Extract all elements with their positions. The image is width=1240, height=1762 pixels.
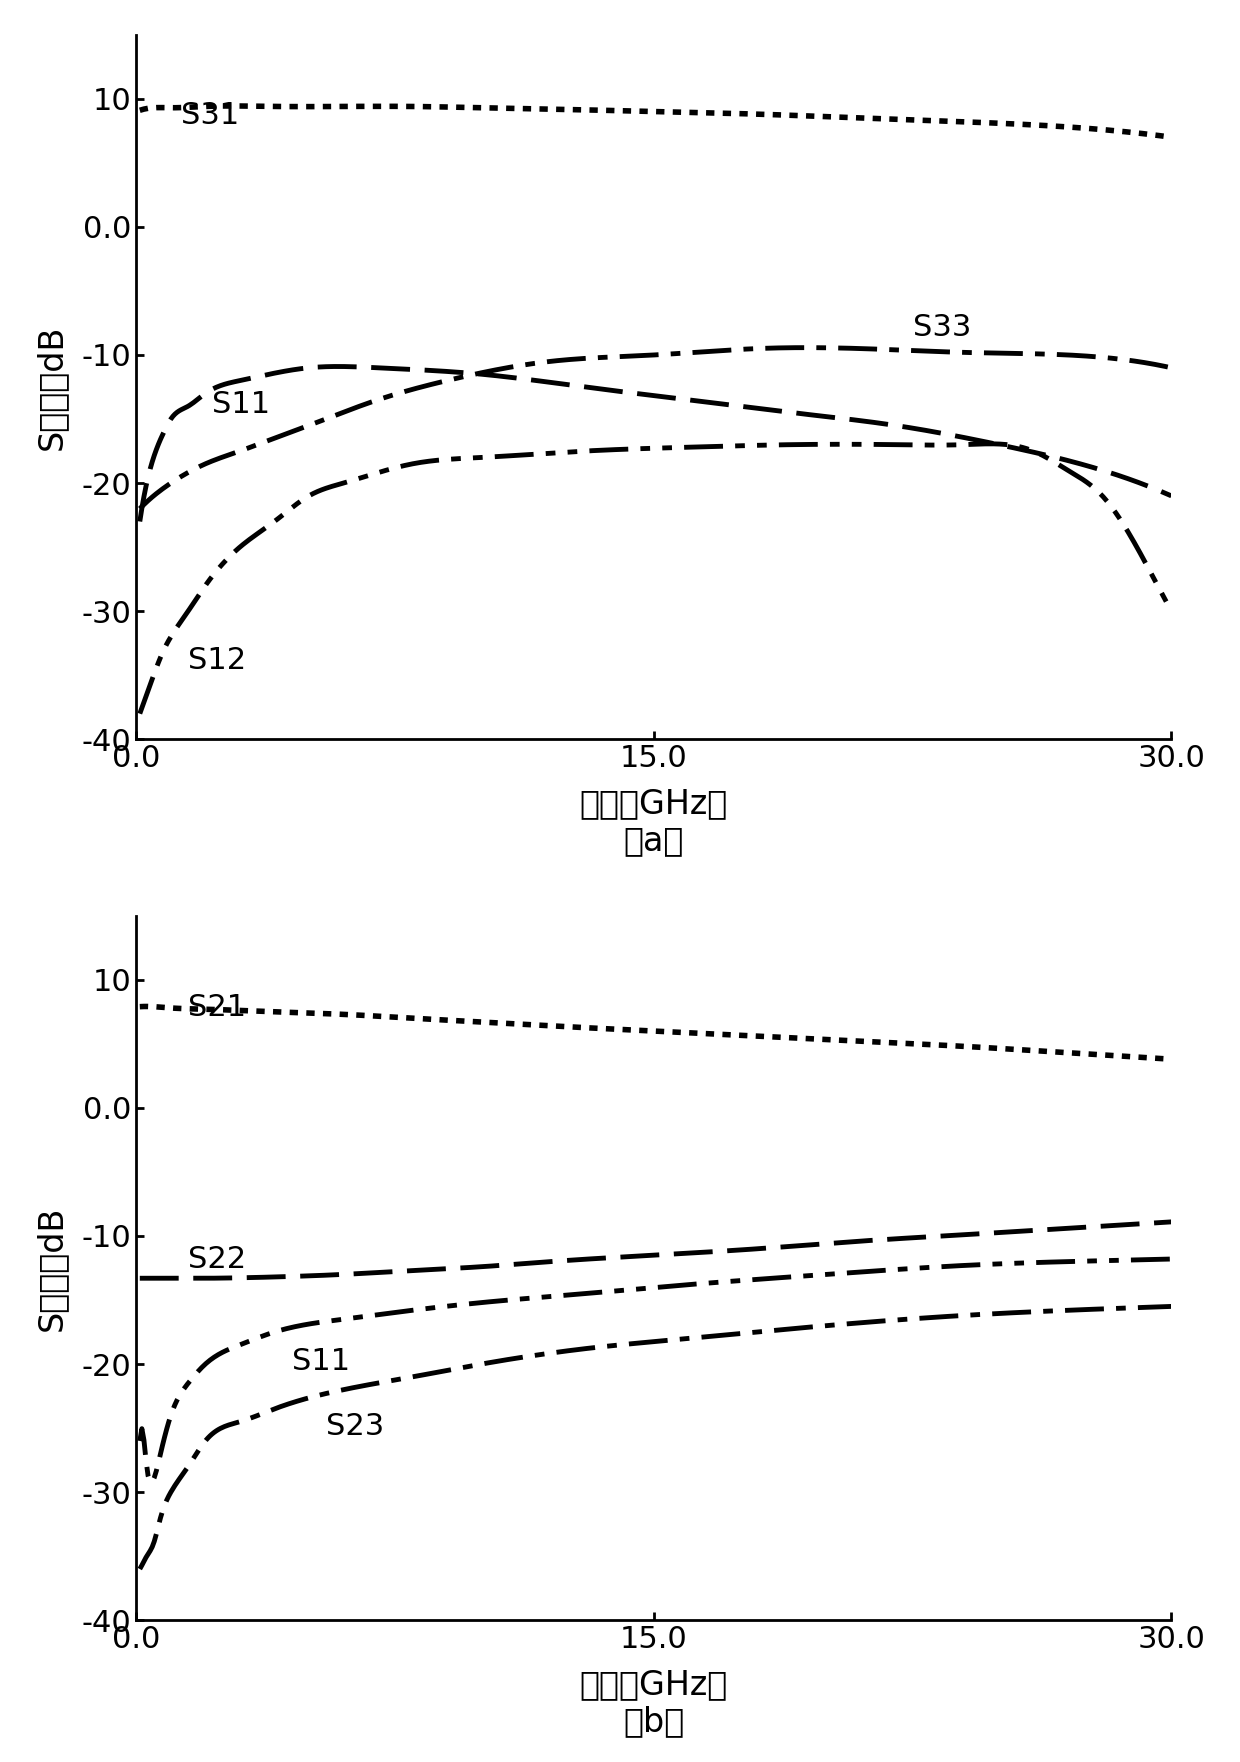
X-axis label: 频率（GHz）: 频率（GHz） [580,788,728,819]
Text: S21: S21 [188,992,247,1022]
Text: S31: S31 [181,102,239,130]
Text: S33: S33 [913,314,971,342]
Text: S11: S11 [212,389,270,419]
Y-axis label: S参数（dB: S参数（dB [35,324,68,449]
Text: S23: S23 [326,1411,384,1441]
Text: S22: S22 [188,1246,247,1274]
Text: S12: S12 [188,647,247,675]
X-axis label: 频率（GHz）: 频率（GHz） [580,1669,728,1700]
Text: S11: S11 [291,1348,350,1376]
Y-axis label: S参数（dB: S参数（dB [35,1205,68,1330]
Text: （b）: （b） [624,1706,684,1737]
Text: （a）: （a） [624,825,684,856]
